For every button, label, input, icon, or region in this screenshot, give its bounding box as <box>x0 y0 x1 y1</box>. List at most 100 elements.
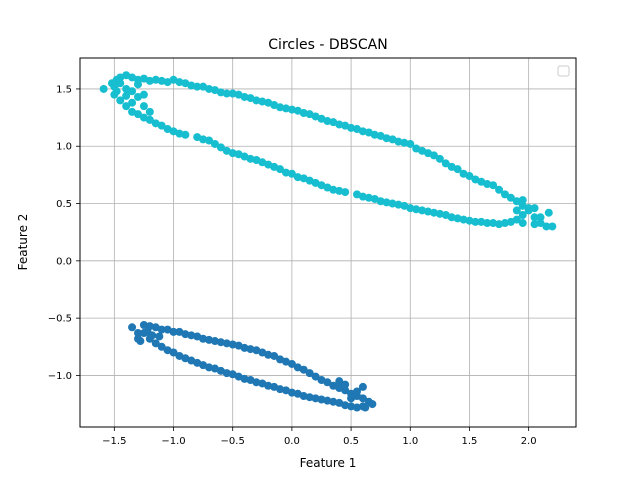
data-point <box>323 117 332 126</box>
data-point <box>453 165 462 174</box>
data-point <box>447 213 456 222</box>
data-point <box>210 139 219 148</box>
data-point <box>128 87 137 96</box>
x-tick-label: 0.0 <box>284 436 300 447</box>
data-point <box>370 130 379 139</box>
data-point <box>240 92 249 101</box>
data-point <box>139 102 148 111</box>
data-point <box>240 343 249 352</box>
data-point <box>193 82 202 91</box>
data-point <box>175 129 184 138</box>
data-points <box>99 71 557 412</box>
data-point <box>281 104 290 113</box>
data-point <box>276 103 285 112</box>
data-point <box>145 115 154 124</box>
data-point <box>134 110 143 119</box>
data-point <box>489 181 498 190</box>
data-point <box>353 403 362 412</box>
data-point <box>358 192 367 201</box>
y-tick-label: 1.5 <box>56 84 72 95</box>
grid-lines <box>80 58 576 427</box>
data-point <box>368 400 377 409</box>
data-point <box>199 334 208 343</box>
data-point <box>112 87 121 96</box>
data-point <box>305 393 314 402</box>
data-point <box>382 198 391 207</box>
data-point <box>429 208 438 217</box>
data-point <box>406 204 415 213</box>
data-point <box>335 120 344 129</box>
data-point <box>495 185 504 194</box>
data-point <box>299 365 308 374</box>
y-axis-ticks: −1.0 −0.5 0.0 0.5 1.0 1.5 <box>48 84 80 382</box>
data-point <box>477 217 486 226</box>
data-point <box>347 123 356 132</box>
data-point <box>518 196 527 205</box>
data-point <box>536 219 545 228</box>
data-point <box>216 338 225 347</box>
data-point <box>122 91 131 100</box>
data-point <box>305 369 314 378</box>
data-point <box>542 222 551 231</box>
y-axis-label: Feature 2 <box>16 214 30 271</box>
data-point <box>544 208 553 217</box>
data-point <box>287 359 296 368</box>
data-point <box>299 392 308 401</box>
data-point <box>512 197 521 206</box>
x-tick-label: 1.5 <box>462 436 478 447</box>
data-point <box>187 331 196 340</box>
data-point <box>382 134 391 143</box>
data-point <box>358 127 367 136</box>
data-point <box>276 385 285 394</box>
data-point <box>353 387 362 396</box>
data-point <box>139 90 148 99</box>
data-point <box>145 76 154 85</box>
data-point <box>548 222 557 231</box>
data-point <box>157 342 166 351</box>
data-point <box>199 135 208 144</box>
data-point <box>412 205 421 214</box>
data-point <box>116 96 125 105</box>
data-point <box>205 136 214 145</box>
data-point <box>157 121 166 130</box>
data-point <box>429 151 438 160</box>
data-point <box>240 374 249 383</box>
data-point <box>145 107 154 116</box>
data-point <box>299 109 308 118</box>
data-point <box>530 220 539 229</box>
data-point <box>500 190 509 199</box>
data-point <box>181 130 190 139</box>
data-point <box>524 204 533 213</box>
data-point <box>341 380 350 389</box>
data-point <box>358 394 367 403</box>
y-tick-label: 0.5 <box>56 199 72 210</box>
x-tick-label: −1.0 <box>161 436 185 447</box>
data-point <box>252 96 261 105</box>
data-point <box>228 89 237 98</box>
data-point <box>287 388 296 397</box>
data-point <box>134 329 143 338</box>
data-point <box>276 165 285 174</box>
data-point <box>418 206 427 215</box>
data-point <box>530 204 539 213</box>
data-point <box>128 323 137 332</box>
data-point <box>210 337 219 346</box>
data-point <box>169 348 178 357</box>
data-point <box>453 214 462 223</box>
data-point <box>341 401 350 410</box>
data-point <box>216 88 225 97</box>
data-point <box>216 143 225 152</box>
data-point <box>228 149 237 158</box>
data-point <box>151 75 160 84</box>
data-point <box>500 219 509 228</box>
data-point <box>400 138 409 147</box>
data-point <box>323 396 332 405</box>
x-tick-label: 0.5 <box>343 436 359 447</box>
data-point <box>116 79 125 88</box>
data-point <box>358 382 367 391</box>
data-point <box>264 381 273 390</box>
data-point <box>435 154 444 163</box>
data-point <box>512 215 521 224</box>
y-tick-label: −0.5 <box>48 314 72 325</box>
